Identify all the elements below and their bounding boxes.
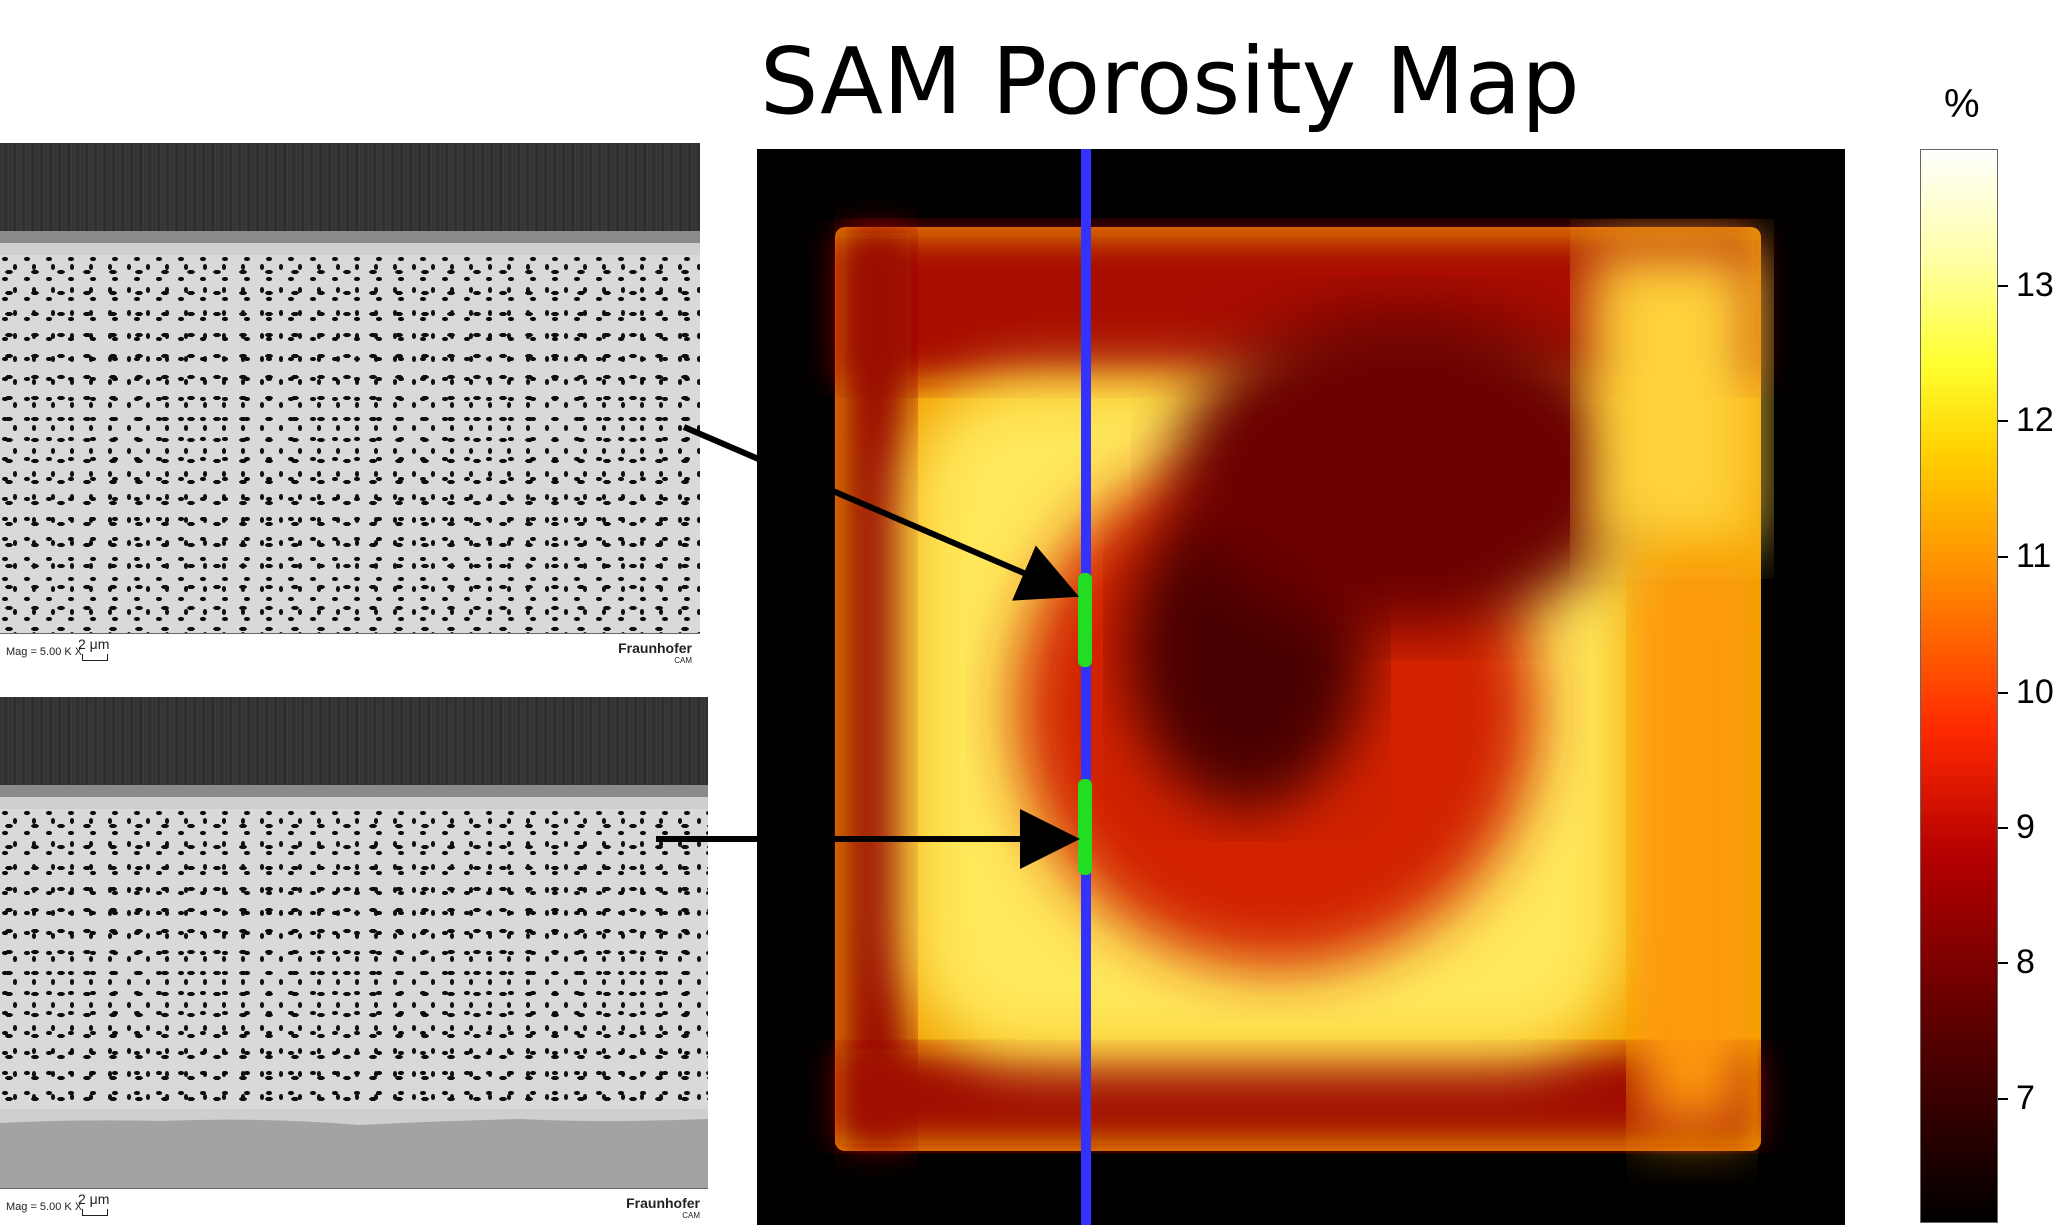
colorbar-tick	[1998, 962, 2008, 964]
sem-top-brand-sub: CAM	[674, 656, 692, 665]
sem-top-brand: Fraunhofer	[618, 640, 692, 656]
colorbar-tick-label: 12	[2016, 401, 2054, 439]
sem-bottom-brand: Fraunhofer	[626, 1195, 700, 1211]
colorbar-tick-label: 9	[2016, 808, 2035, 846]
sem-bottom-dark-layer	[0, 697, 708, 797]
colorbar-tick-label: 7	[2016, 1079, 2035, 1117]
sem-image-bottom: Mag = 5.00 K X 2 μm Fraunhofer CAM	[0, 697, 708, 1223]
colorbar-tick	[1998, 1098, 2008, 1100]
right-bright-area	[1587, 249, 1757, 549]
map-title: SAM Porosity Map	[760, 28, 1580, 135]
sem-bottom-brand-sub: CAM	[682, 1211, 700, 1220]
bottom-band	[841, 1049, 1755, 1144]
colorbar-tick	[1998, 827, 2008, 829]
porosity-map	[757, 149, 1845, 1225]
sem-bottom-magnification: Mag = 5.00 K X	[6, 1201, 83, 1213]
sample-segment-bottom	[1078, 779, 1092, 875]
sem-bottom-porous-layer	[0, 809, 708, 1109]
sem-top-dark-layer	[0, 143, 700, 243]
porosity-map-image	[835, 149, 1761, 1225]
sem-top-info-bar: Mag = 5.00 K X 2 μm Fraunhofer CAM	[0, 633, 700, 668]
sem-bottom-scalebar	[82, 1209, 108, 1216]
colorbar-unit-label: %	[1944, 82, 1980, 126]
sem-bottom-substrate	[0, 1119, 708, 1195]
sem-image-top: Mag = 5.00 K X 2 μm Fraunhofer CAM	[0, 143, 700, 668]
left-band	[841, 233, 911, 1143]
colorbar-tick	[1998, 692, 2008, 694]
colorbar-tick	[1998, 556, 2008, 558]
sem-bottom-scale-label: 2 μm	[78, 1191, 110, 1207]
colorbar-tick-label: 10	[2016, 673, 2054, 711]
sem-top-magnification: Mag = 5.00 K X	[6, 646, 83, 658]
colorbar-tick-label: 8	[2016, 943, 2035, 981]
sem-top-scalebar	[82, 654, 108, 661]
colorbar-tick	[1998, 285, 2008, 287]
colorbar-tick	[1998, 420, 2008, 422]
right-edge-area	[1637, 569, 1747, 1129]
colorbar-tick-label: 11	[2016, 537, 2052, 575]
upper-right-dark-region	[1177, 309, 1637, 629]
sample-segment-top	[1078, 573, 1092, 667]
sem-bottom-info-bar: Mag = 5.00 K X 2 μm Fraunhofer CAM	[0, 1188, 708, 1223]
colorbar-tick-label: 13	[2016, 266, 2054, 304]
arrow-top	[682, 424, 1080, 601]
sem-top-porous-layer	[0, 255, 700, 668]
scan-line	[1081, 149, 1091, 1225]
colorbar	[1920, 149, 1998, 1223]
sem-top-scale-label: 2 μm	[78, 636, 110, 652]
